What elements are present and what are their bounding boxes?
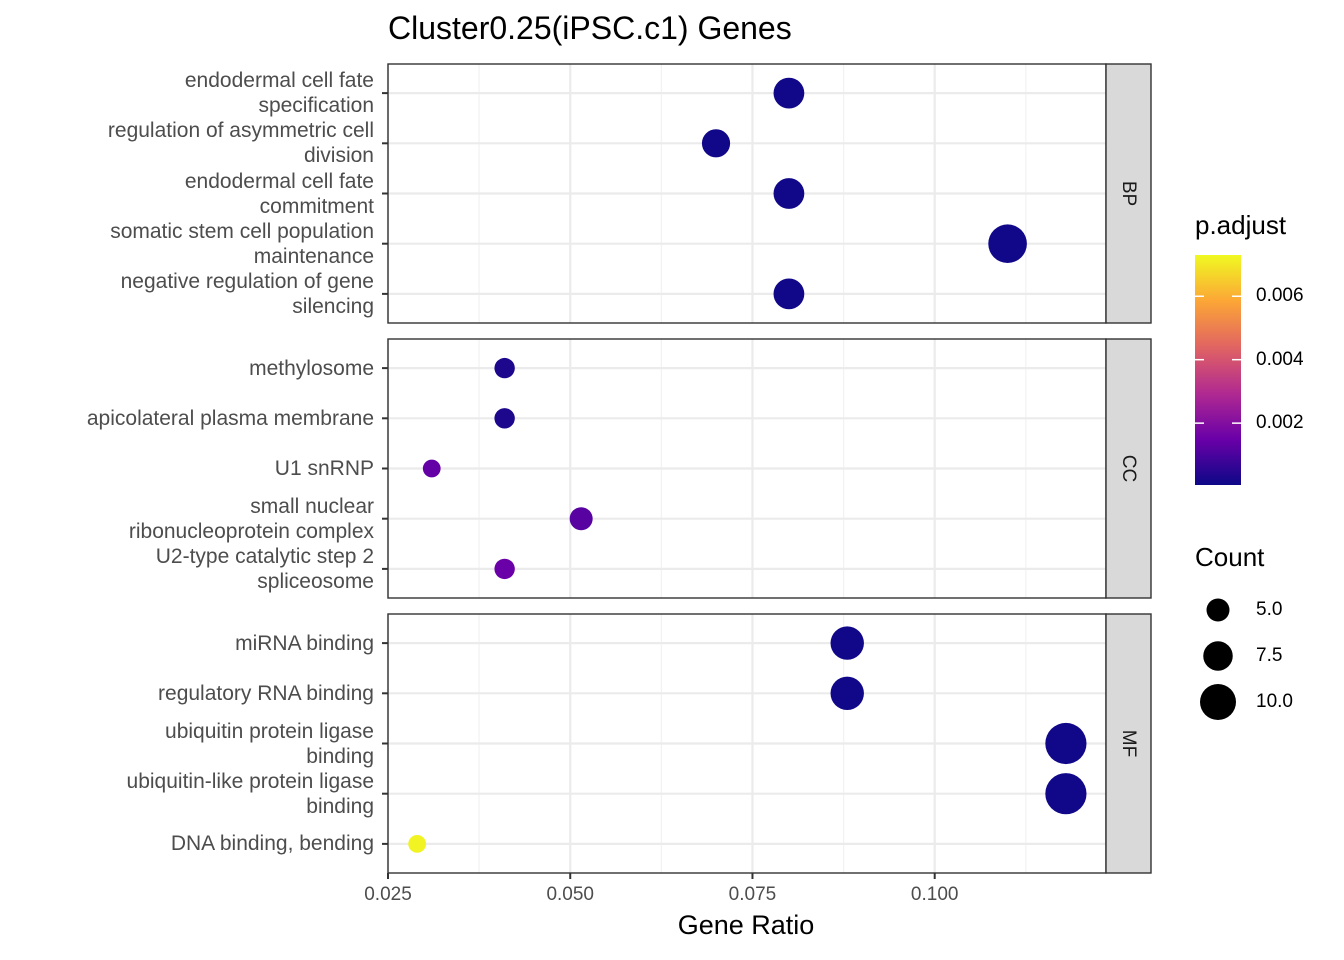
size-legend-dot — [1200, 684, 1236, 720]
size-legend-label: 5.0 — [1256, 599, 1283, 620]
facet-strip-label: BP — [1118, 181, 1139, 206]
facet-strip — [1105, 63, 1152, 324]
data-point — [701, 129, 731, 158]
y-axis-label-line: regulatory RNA binding — [158, 681, 374, 705]
color-tick-label: 0.004 — [1256, 348, 1304, 370]
color-tick-label: 0.002 — [1256, 412, 1304, 434]
data-point — [408, 834, 427, 853]
y-axis-label-line: ubiquitin protein ligase — [165, 719, 374, 743]
y-axis-label-line: ribonucleoprotein complex — [128, 519, 374, 543]
chart-title: Cluster0.25(iPSC.c1) Genes — [388, 10, 792, 46]
size-legend-label: 7.5 — [1256, 645, 1283, 666]
y-axis-label: ubiquitin protein ligase binding — [165, 719, 374, 769]
x-tick-label: 0.050 — [546, 884, 594, 905]
y-axis-label-line: U2-type catalytic step 2 — [155, 544, 374, 568]
x-tick-label: 0.100 — [910, 884, 959, 905]
y-axis-label-line: specification — [258, 94, 374, 118]
y-axis-label: ubiquitin-like protein ligase binding — [127, 769, 374, 819]
y-axis-label: regulation of asymmetric cell division — [108, 118, 374, 168]
size-legend-dots — [1200, 598, 1236, 720]
x-tick-label: 0.025 — [364, 884, 412, 905]
y-axis-label-line: DNA binding, bending — [170, 832, 374, 856]
y-axis-label-line: spliceosome — [257, 569, 374, 593]
x-tick-label: 0.075 — [728, 884, 777, 905]
y-axis-label-line: negative regulation of gene — [120, 269, 374, 293]
size-legend-dot — [1203, 641, 1233, 671]
data-point — [494, 408, 515, 429]
data-point — [422, 459, 441, 478]
y-axis-label-line: ubiquitin-like protein ligase — [126, 769, 374, 793]
y-axis-label: small nuclear ribonucleoprotein complex — [129, 494, 374, 544]
y-axis-label: endodermal cell fate specification — [185, 68, 374, 118]
facet-strip — [1105, 613, 1152, 874]
data-point — [830, 626, 864, 660]
data-point — [1045, 722, 1087, 765]
data-point — [1045, 773, 1087, 815]
y-axis-label-line: regulation of asymmetric cell — [107, 119, 374, 143]
y-axis-label: endodermal cell fate commitment — [185, 169, 374, 219]
y-axis-label-line: methylosome — [249, 356, 374, 380]
color-tick-label: 0.006 — [1256, 285, 1304, 307]
data-point — [830, 676, 864, 711]
y-axis-label-line: silencing — [292, 294, 374, 318]
data-point — [773, 178, 805, 209]
x-axis — [387, 873, 936, 879]
data-point — [988, 224, 1027, 263]
y-axis-label-line: apicolateral plasma membrane — [86, 406, 374, 430]
data-point — [494, 558, 515, 580]
facet-bp: BP — [382, 63, 1152, 324]
y-axis-label-line: endodermal cell fate — [184, 69, 374, 93]
facet-strip — [1105, 338, 1152, 599]
facet-mf: MF — [382, 613, 1152, 874]
y-axis-label-line: endodermal cell fate — [184, 169, 374, 193]
legend — [1195, 255, 1241, 720]
y-axis-label-line: somatic stem cell population — [110, 219, 374, 243]
y-axis-label: somatic stem cell population maintenance — [110, 219, 374, 269]
size-legend-label: 10.0 — [1256, 691, 1293, 712]
color-bar-ticks — [1195, 295, 1241, 424]
y-axis-label-line: commitment — [259, 194, 374, 218]
y-axis-label: negative regulation of gene silencing — [121, 269, 374, 319]
y-axis-label-line: maintenance — [253, 244, 374, 268]
data-point — [494, 357, 515, 379]
size-legend-title: Count — [1195, 542, 1265, 572]
y-axis-label-line: division — [303, 144, 374, 168]
y-axis-label-line: U1 snRNP — [274, 457, 374, 480]
x-axis-label: Gene Ratio — [677, 910, 815, 940]
y-axis-label-line: binding — [306, 744, 374, 768]
size-legend-dot — [1206, 598, 1230, 622]
y-axis-label: apicolateral plasma membrane — [87, 406, 374, 431]
facet-strip-label: MF — [1118, 730, 1139, 757]
data-point — [773, 77, 805, 109]
y-axis-label: regulatory RNA binding — [158, 681, 374, 706]
y-axis-label: U1 snRNP — [275, 456, 374, 481]
y-axis-label-line: small nuclear — [250, 494, 374, 518]
color-legend-title: p.adjust — [1195, 210, 1287, 240]
data-point — [773, 278, 805, 310]
y-axis-label-line: binding — [306, 794, 374, 818]
facet-panels: BP CC MF — [382, 63, 1152, 879]
y-axis-label: methylosome — [249, 356, 374, 381]
y-axis-label: miRNA binding — [235, 631, 374, 656]
y-axis-label: DNA binding, bending — [171, 831, 374, 856]
y-axis-label-line: miRNA binding — [235, 631, 374, 655]
y-axis-label: U2-type catalytic step 2 spliceosome — [156, 544, 374, 594]
color-bar — [1195, 255, 1241, 485]
data-point — [569, 507, 593, 531]
facet-cc: CC — [382, 338, 1152, 599]
facet-strip-label: CC — [1118, 455, 1139, 482]
